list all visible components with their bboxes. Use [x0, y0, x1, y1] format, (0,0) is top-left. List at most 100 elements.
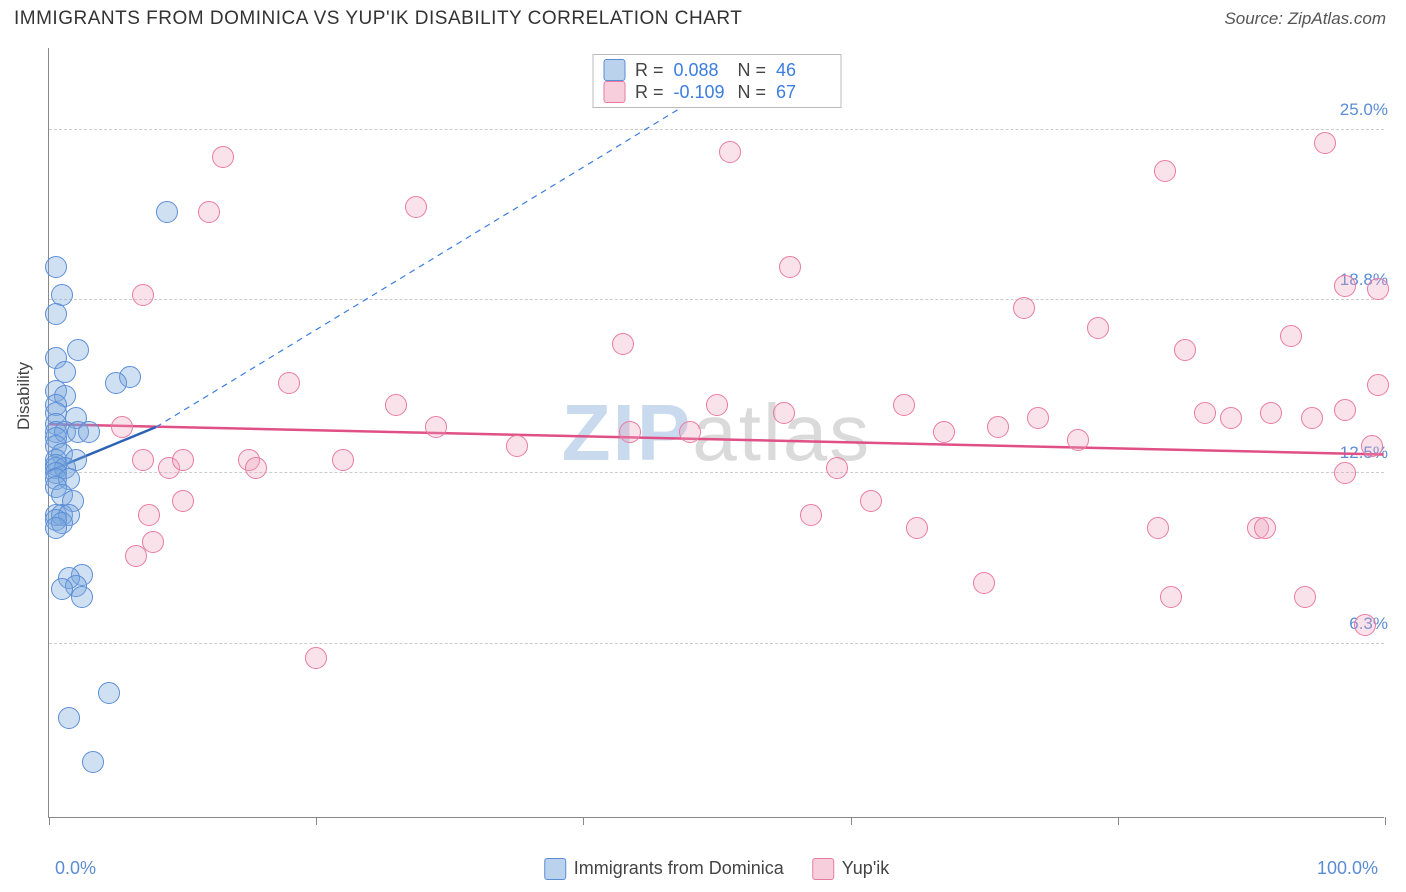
chart-source: Source: ZipAtlas.com: [1224, 9, 1386, 29]
scatter-point-pink: [405, 196, 427, 218]
scatter-point-blue: [78, 421, 100, 443]
scatter-point-pink: [779, 256, 801, 278]
scatter-point-pink: [1147, 517, 1169, 539]
scatter-point-pink: [1294, 586, 1316, 608]
scatter-point-pink: [612, 333, 634, 355]
series-name-blue: Immigrants from Dominica: [574, 858, 784, 879]
scatter-point-pink: [138, 504, 160, 526]
scatter-point-blue: [98, 682, 120, 704]
scatter-point-pink: [973, 572, 995, 594]
scatter-point-pink: [1067, 429, 1089, 451]
scatter-point-blue: [45, 256, 67, 278]
scatter-point-pink: [212, 146, 234, 168]
scatter-point-pink: [719, 141, 741, 163]
scatter-point-pink: [1174, 339, 1196, 361]
scatter-point-pink: [679, 421, 701, 443]
scatter-point-pink: [332, 449, 354, 471]
scatter-point-blue: [51, 578, 73, 600]
scatter-point-pink: [1280, 325, 1302, 347]
r-value-blue: 0.088: [674, 60, 728, 81]
scatter-point-pink: [987, 416, 1009, 438]
scatter-point-pink: [1334, 275, 1356, 297]
scatter-point-pink: [826, 457, 848, 479]
scatter-point-pink: [706, 394, 728, 416]
n-value-pink: 67: [776, 82, 830, 103]
gridline: [49, 129, 1384, 130]
scatter-point-pink: [385, 394, 407, 416]
x-tick: [1118, 817, 1119, 825]
scatter-point-pink: [1254, 517, 1276, 539]
x-axis-max-label: 100.0%: [1317, 858, 1378, 879]
swatch-blue-icon: [544, 858, 566, 880]
scatter-point-pink: [1087, 317, 1109, 339]
scatter-point-pink: [773, 402, 795, 424]
scatter-point-blue: [58, 707, 80, 729]
plot-area: ZIPatlas 6.3%12.5%18.8%25.0% R = 0.088 N…: [48, 48, 1384, 818]
scatter-point-pink: [1194, 402, 1216, 424]
scatter-point-pink: [278, 372, 300, 394]
legend-series: 0.0% Immigrants from Dominica Yup'ik 100…: [49, 858, 1384, 879]
scatter-point-pink: [172, 449, 194, 471]
scatter-point-blue: [156, 201, 178, 223]
scatter-point-blue: [82, 751, 104, 773]
scatter-point-pink: [132, 449, 154, 471]
scatter-point-pink: [142, 531, 164, 553]
r-value-pink: -0.109: [674, 82, 728, 103]
trend-lines: [49, 48, 1384, 817]
legend-stats-row-blue: R = 0.088 N = 46: [603, 59, 830, 81]
scatter-point-pink: [1013, 297, 1035, 319]
gridline: [49, 643, 1384, 644]
y-axis-label: Disability: [14, 362, 34, 430]
scatter-point-pink: [1160, 586, 1182, 608]
scatter-point-pink: [1361, 435, 1383, 457]
x-tick: [49, 817, 50, 825]
scatter-point-blue: [71, 586, 93, 608]
scatter-point-pink: [132, 284, 154, 306]
scatter-point-pink: [1154, 160, 1176, 182]
swatch-blue-icon: [603, 59, 625, 81]
scatter-point-pink: [1301, 407, 1323, 429]
scatter-point-pink: [1367, 278, 1389, 300]
scatter-point-pink: [860, 490, 882, 512]
x-tick: [583, 817, 584, 825]
scatter-point-pink: [1354, 614, 1376, 636]
scatter-point-pink: [1260, 402, 1282, 424]
scatter-point-pink: [1314, 132, 1336, 154]
scatter-point-pink: [1220, 407, 1242, 429]
scatter-point-pink: [305, 647, 327, 669]
legend-stats: R = 0.088 N = 46 R = -0.109 N = 67: [592, 54, 841, 108]
n-value-blue: 46: [776, 60, 830, 81]
chart-header: IMMIGRANTS FROM DOMINICA VS YUP'IK DISAB…: [0, 0, 1406, 42]
series-label-pink: Yup'ik: [812, 858, 889, 880]
scatter-point-pink: [906, 517, 928, 539]
n-label: N =: [738, 82, 767, 103]
r-label: R =: [635, 60, 664, 81]
scatter-point-blue: [67, 339, 89, 361]
series-name-pink: Yup'ik: [842, 858, 889, 879]
scatter-point-pink: [1367, 374, 1389, 396]
scatter-point-blue: [45, 303, 67, 325]
x-tick: [316, 817, 317, 825]
scatter-point-pink: [1027, 407, 1049, 429]
scatter-point-blue: [105, 372, 127, 394]
x-axis-min-label: 0.0%: [55, 858, 96, 879]
n-label: N =: [738, 60, 767, 81]
scatter-point-pink: [1334, 399, 1356, 421]
scatter-point-pink: [425, 416, 447, 438]
x-tick: [1385, 817, 1386, 825]
gridline: [49, 299, 1384, 300]
scatter-point-pink: [172, 490, 194, 512]
scatter-point-pink: [893, 394, 915, 416]
scatter-point-pink: [111, 416, 133, 438]
swatch-pink-icon: [603, 81, 625, 103]
scatter-point-pink: [506, 435, 528, 457]
r-label: R =: [635, 82, 664, 103]
legend-stats-row-pink: R = -0.109 N = 67: [603, 81, 830, 103]
scatter-point-pink: [933, 421, 955, 443]
scatter-point-pink: [1334, 462, 1356, 484]
series-label-blue: Immigrants from Dominica: [544, 858, 784, 880]
swatch-pink-icon: [812, 858, 834, 880]
scatter-point-blue: [45, 517, 67, 539]
scatter-point-pink: [619, 421, 641, 443]
scatter-point-pink: [198, 201, 220, 223]
